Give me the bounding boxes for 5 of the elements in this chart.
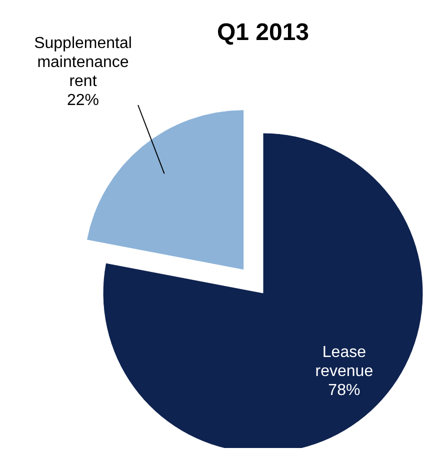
data-label: 22%: [66, 92, 100, 109]
data-label: 78%: [328, 382, 360, 399]
chart-title: Q1 2013: [216, 19, 310, 46]
slice-label: Lease revenue: [315, 344, 374, 380]
slice-label: Supplemental maintenance rent: [34, 35, 132, 90]
